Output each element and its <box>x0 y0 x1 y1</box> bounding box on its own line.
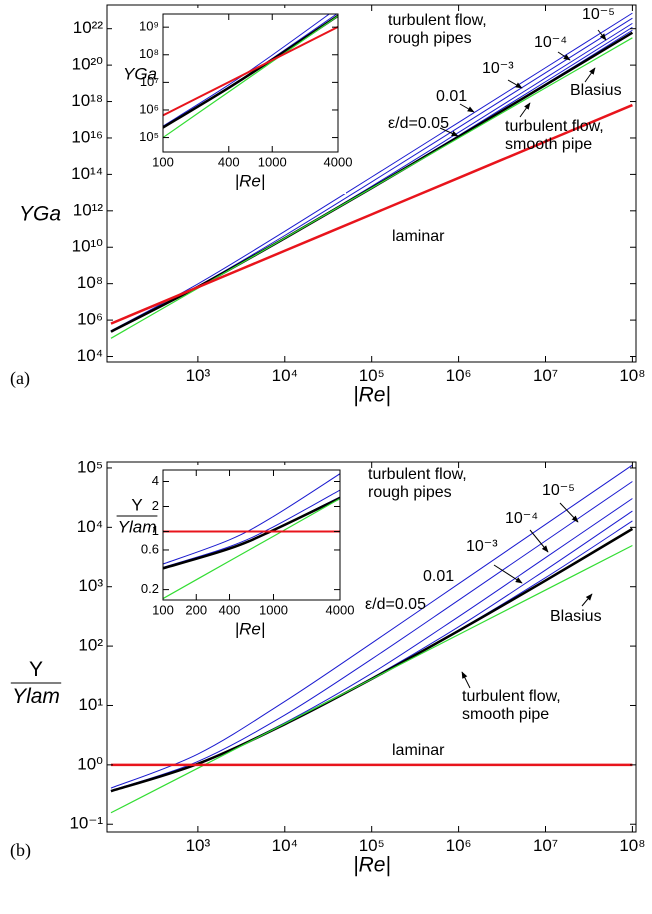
plot-frame <box>162 469 341 601</box>
y-axis-label: ΥGa <box>123 64 157 83</box>
y-axis-label-numerator: Υ <box>29 658 43 681</box>
annotation-arrow <box>597 29 607 41</box>
y-tick-label: 10⁷ <box>140 74 159 89</box>
line <box>163 15 338 139</box>
x-tick-label: 10⁷ <box>533 836 558 855</box>
x-tick-label: 10⁴ <box>272 366 298 385</box>
y-axis-label-denominator: Υlam <box>12 685 60 708</box>
y-tick-label: 10⁻¹ <box>69 814 103 833</box>
line <box>163 14 338 129</box>
annotation-arrow <box>529 529 549 553</box>
y-tick-label: 10⁴ <box>77 517 103 536</box>
y-tick-label: 10⁹ <box>139 19 159 34</box>
y-tick-label: 10⁸ <box>77 273 103 292</box>
annotation-arrow <box>459 103 475 113</box>
y-axis-label-numerator: Υ <box>131 495 142 514</box>
x-tick-label: 4000 <box>326 602 355 617</box>
y-tick-label: 10¹ <box>78 695 103 714</box>
y-tick-label: 10¹⁸ <box>71 91 103 110</box>
y-axis-label: ΥGa <box>19 203 61 226</box>
panel-label: (b) <box>10 840 31 861</box>
y-tick-label: 10⁵ <box>77 457 103 476</box>
line <box>110 12 633 332</box>
x-axis-label: |Re| <box>353 384 391 407</box>
x-tick-label: 200 <box>185 602 207 617</box>
x-tick-label: 10⁶ <box>446 836 472 855</box>
x-axis-label: |Re| <box>235 619 266 638</box>
line <box>163 25 338 117</box>
y-tick-label: 10²⁰ <box>72 55 104 74</box>
y-tick-label: 10¹⁶ <box>71 127 103 146</box>
y-tick-label: 10¹² <box>73 200 104 219</box>
panel-label: (a) <box>10 368 30 389</box>
y-axis-label-denominator: Υlam <box>118 517 157 536</box>
annotation-arrow <box>507 79 523 89</box>
y-tick-label: 10⁶ <box>77 310 103 329</box>
line <box>163 489 340 568</box>
x-axis-label: |Re| <box>353 854 391 877</box>
x-tick-label: 10⁸ <box>619 366 645 385</box>
x-tick-label: 1000 <box>259 602 288 617</box>
y-tick-label: 10⁶ <box>139 101 159 116</box>
y-tick-label: 10²² <box>73 18 104 37</box>
line <box>163 473 340 565</box>
annotation-arrow <box>519 102 531 118</box>
x-tick-label: 10⁵ <box>359 836 385 855</box>
y-tick-label: 10⁴ <box>77 346 103 365</box>
y-tick-label: 10¹⁰ <box>72 237 104 256</box>
x-tick-label: 100 <box>152 154 174 169</box>
x-tick-label: 400 <box>218 154 240 169</box>
line <box>163 498 340 600</box>
annotation-arrow <box>493 564 523 584</box>
annotation-arrow <box>557 51 571 61</box>
x-tick-label: 10⁶ <box>446 366 472 385</box>
y-tick-label: 10² <box>78 636 103 655</box>
x-tick-label: 1000 <box>258 154 287 169</box>
annotation-arrow <box>559 502 579 523</box>
y-tick-label: 10⁸ <box>139 46 159 61</box>
line <box>110 544 633 814</box>
y-tick-label: 10⁰ <box>77 754 103 773</box>
annotation-arrow <box>581 593 593 607</box>
x-tick-label: 4000 <box>324 154 353 169</box>
y-tick-label: 0.2 <box>141 581 159 596</box>
x-tick-label: 100 <box>152 602 174 617</box>
x-tick-label: 10⁸ <box>619 836 645 855</box>
line <box>163 14 331 127</box>
y-tick-label: 10¹⁴ <box>71 164 103 183</box>
line <box>110 103 633 325</box>
inset-background <box>112 8 346 194</box>
annotation-arrow <box>584 67 596 83</box>
annotation-arrow <box>461 671 471 689</box>
x-tick-label: 10³ <box>186 836 211 855</box>
line <box>110 464 633 789</box>
y-tick-label: 10³ <box>78 576 103 595</box>
x-tick-label: 10³ <box>186 366 211 385</box>
inset-background <box>112 465 346 641</box>
line <box>163 496 340 570</box>
x-tick-label: 10⁵ <box>359 366 385 385</box>
x-axis-label: |Re| <box>235 171 266 190</box>
annotation-arrow <box>439 127 459 137</box>
line <box>110 481 633 791</box>
x-tick-label: 10⁷ <box>533 366 558 385</box>
y-tick-label: 2 <box>152 498 159 513</box>
x-tick-label: 400 <box>219 602 241 617</box>
y-tick-label: 10⁵ <box>139 129 159 144</box>
y-tick-label: 1 <box>152 523 159 538</box>
y-tick-label: 4 <box>152 473 159 488</box>
plot-frame <box>162 13 339 153</box>
y-tick-label: 0.6 <box>141 541 159 556</box>
x-tick-label: 10⁴ <box>272 836 298 855</box>
